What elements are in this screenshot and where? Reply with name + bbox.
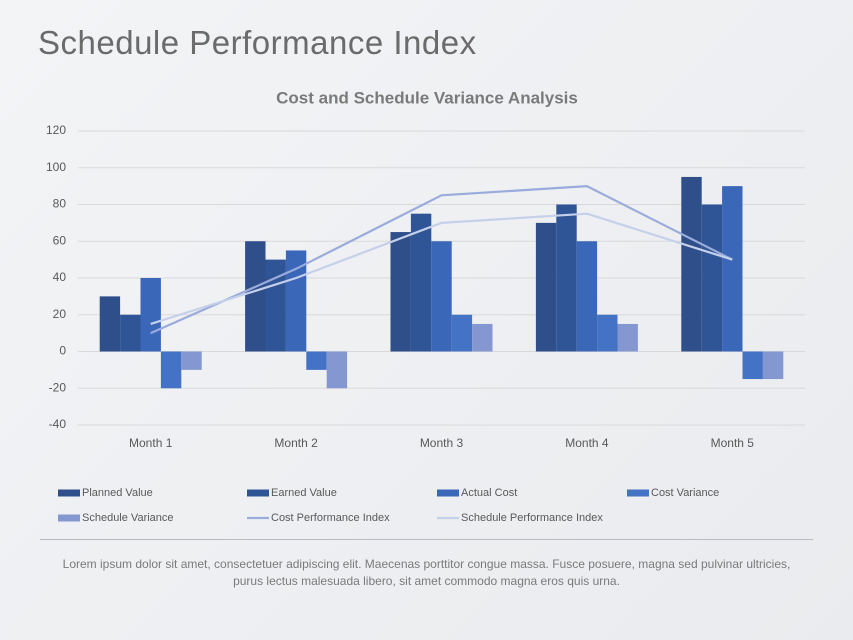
bar (681, 176, 702, 352)
bar (140, 278, 161, 352)
bar (431, 241, 452, 352)
bar (556, 204, 577, 352)
bar (762, 351, 784, 380)
y-tick-label: -40 (49, 417, 67, 431)
bar (410, 213, 432, 352)
y-tick-label: 80 (53, 197, 67, 211)
y-tick-label: 100 (46, 160, 66, 174)
bar (535, 222, 557, 352)
x-tick-label: Month 1 (129, 436, 173, 450)
bar (472, 323, 493, 352)
bar (265, 259, 286, 352)
legend-swatch (58, 489, 80, 497)
legend-swatch (627, 489, 649, 497)
chart: Cost and Schedule Variance Analysis -40 -… (46, 88, 805, 524)
bar (160, 351, 182, 389)
y-tick-label: -20 (49, 380, 67, 394)
legend-label: Schedule Performance Index (461, 512, 603, 524)
bar (306, 351, 327, 370)
bar (742, 351, 763, 380)
bar (181, 351, 202, 370)
bar (245, 241, 266, 352)
legend-label: Cost Variance (651, 487, 719, 499)
legend-label: Earned Value (271, 487, 337, 499)
bar (701, 204, 723, 352)
x-tick-label: Month 2 (274, 436, 318, 450)
legend-label: Cost Performance Index (271, 512, 390, 524)
divider (40, 539, 813, 540)
legend-swatch (437, 489, 459, 497)
line-series (150, 185, 733, 335)
x-tick-label: Month 5 (711, 436, 755, 450)
x-tick-label: Month 3 (420, 436, 464, 450)
y-tick-label: 0 (59, 344, 66, 358)
legend-label: Actual Cost (461, 487, 517, 499)
bar (326, 351, 348, 389)
bar (617, 323, 638, 352)
legend-label: Planned Value (82, 487, 153, 499)
legend-swatch (58, 514, 80, 522)
bar (597, 314, 618, 352)
legend-swatch (247, 489, 269, 497)
bar (451, 314, 473, 352)
bar (99, 296, 121, 352)
bar (722, 186, 743, 352)
line-series (150, 212, 733, 325)
legend-label: Schedule Variance (82, 512, 174, 524)
y-tick-label: 40 (53, 270, 67, 284)
y-tick-label: 60 (53, 233, 67, 247)
y-tick-label: 120 (46, 123, 66, 137)
bar (390, 232, 411, 352)
footer-text: Lorem ipsum dolor sit amet, consectetuer… (62, 557, 791, 588)
x-tick-label: Month 4 (565, 436, 609, 450)
page-title: Schedule Performance Index (38, 24, 477, 61)
bar (576, 241, 598, 352)
bar (120, 314, 141, 352)
y-tick-label: 20 (53, 307, 67, 321)
chart-title: Cost and Schedule Variance Analysis (276, 88, 578, 107)
